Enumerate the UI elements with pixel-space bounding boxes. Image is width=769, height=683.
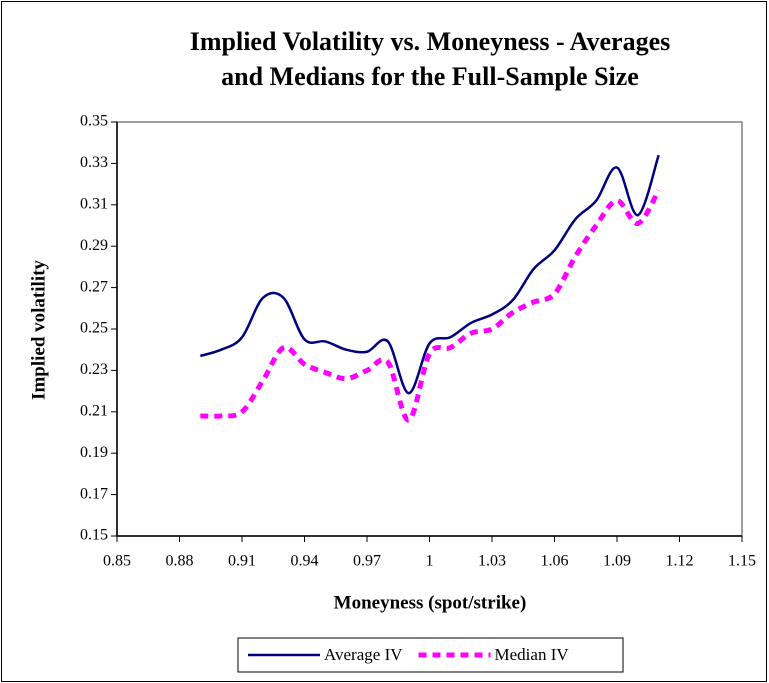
x-tick-label: 0.85 bbox=[103, 553, 131, 570]
legend: Average IV Median IV bbox=[237, 637, 624, 673]
y-axis-title: Implied volatility bbox=[28, 260, 49, 400]
legend-label: Median IV bbox=[495, 645, 570, 664]
series-line bbox=[200, 188, 661, 423]
chart-subtitle: and Medians for the Full-Sample Size bbox=[221, 62, 639, 91]
series-line bbox=[199, 154, 660, 395]
y-tick-label: 0.21 bbox=[80, 402, 108, 419]
x-tick-label: 0.97 bbox=[353, 553, 381, 570]
y-tick-label: 0.23 bbox=[80, 361, 108, 378]
y-tick-label: 0.27 bbox=[80, 278, 108, 295]
y-tick-label: 0.15 bbox=[80, 527, 108, 544]
chart-title: Implied Volatility vs. Moneyness - Avera… bbox=[190, 27, 671, 56]
y-tick-label: 0.29 bbox=[80, 237, 108, 254]
x-tick-label: 1.03 bbox=[478, 553, 506, 570]
x-tick-label: 0.88 bbox=[166, 553, 194, 570]
x-tick-label: 1.06 bbox=[541, 553, 569, 570]
x-axis-title: Moneyness (spot/strike) bbox=[334, 592, 527, 613]
x-tick-label: 1.15 bbox=[728, 553, 756, 570]
y-tick-label: 0.17 bbox=[80, 485, 108, 502]
y-tick-label: 0.35 bbox=[80, 113, 108, 130]
y-tick-label: 0.33 bbox=[80, 154, 108, 171]
y-tick-label: 0.25 bbox=[80, 320, 108, 337]
y-tick-label: 0.19 bbox=[80, 444, 108, 461]
y-tick-label: 0.31 bbox=[80, 195, 108, 212]
x-tick-label: 0.91 bbox=[228, 553, 256, 570]
x-tick-label: 0.94 bbox=[291, 553, 319, 570]
x-tick-label: 1.12 bbox=[666, 553, 694, 570]
x-tick-label: 1 bbox=[426, 553, 434, 570]
x-tick-label: 1.09 bbox=[603, 553, 631, 570]
legend-label: Average IV bbox=[324, 645, 403, 664]
